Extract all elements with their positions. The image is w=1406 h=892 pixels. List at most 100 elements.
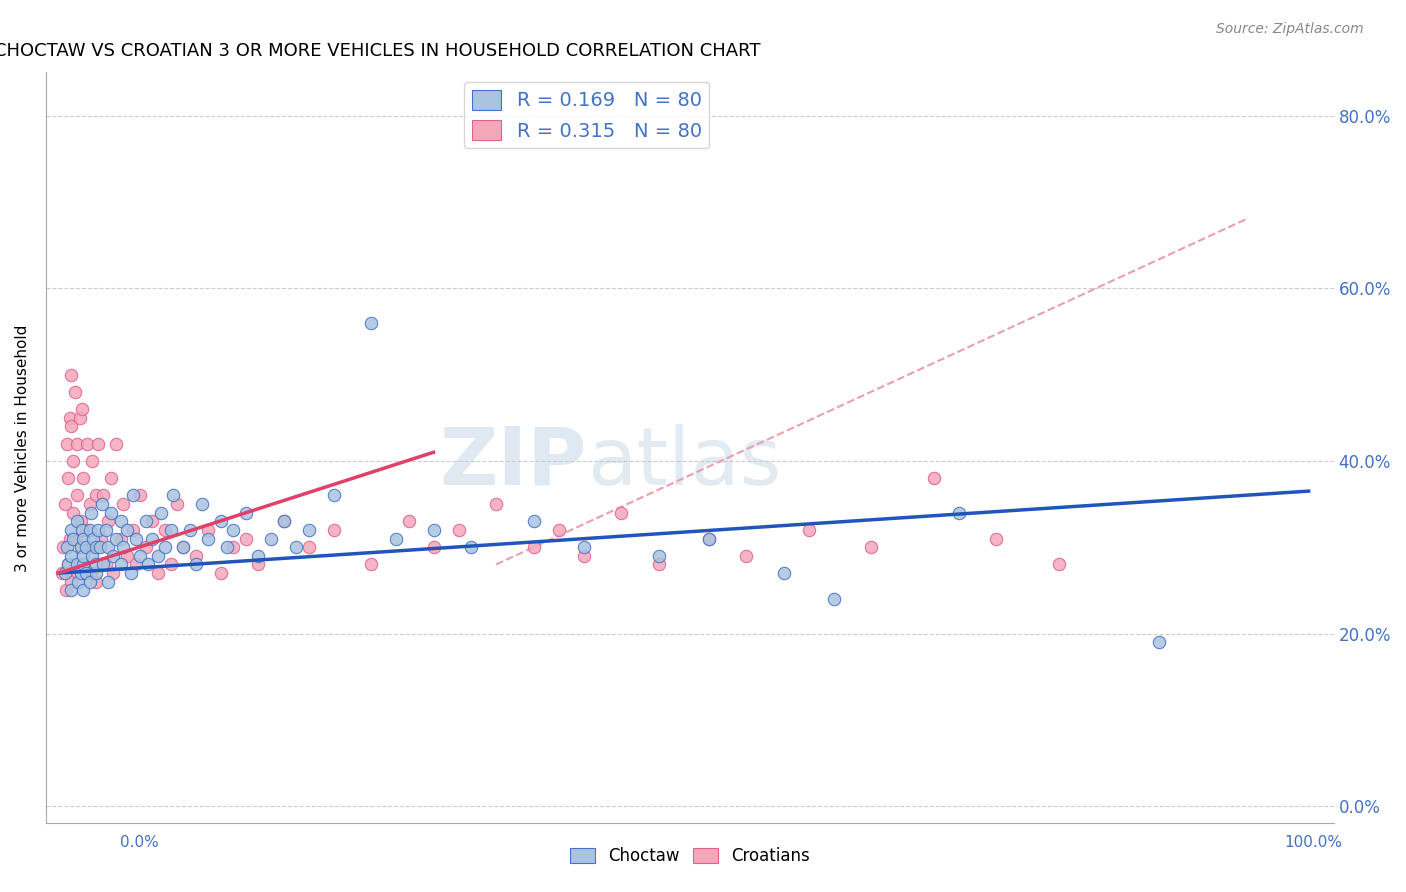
Point bbox=[148, 549, 170, 563]
Point bbox=[110, 532, 132, 546]
Point bbox=[89, 540, 111, 554]
Point bbox=[59, 368, 82, 382]
Point bbox=[72, 558, 94, 572]
Point bbox=[772, 566, 794, 581]
Point bbox=[184, 549, 207, 563]
Point bbox=[260, 532, 283, 546]
Point bbox=[209, 566, 232, 581]
Point bbox=[322, 523, 344, 537]
Point bbox=[59, 419, 82, 434]
Point bbox=[84, 558, 107, 572]
Point bbox=[93, 558, 115, 572]
Point bbox=[66, 514, 89, 528]
Point bbox=[70, 402, 93, 417]
Point bbox=[62, 506, 84, 520]
Point bbox=[52, 540, 75, 554]
Point bbox=[150, 506, 173, 520]
Point bbox=[647, 549, 669, 563]
Point bbox=[84, 488, 107, 502]
Point bbox=[53, 497, 76, 511]
Point bbox=[72, 532, 94, 546]
Point bbox=[55, 583, 77, 598]
Point bbox=[135, 514, 157, 528]
Point bbox=[297, 523, 319, 537]
Point bbox=[91, 497, 114, 511]
Point bbox=[82, 454, 104, 468]
Point bbox=[984, 532, 1007, 546]
Point bbox=[70, 540, 93, 554]
Point bbox=[125, 558, 148, 572]
Point bbox=[112, 497, 135, 511]
Point bbox=[360, 316, 382, 330]
Point bbox=[122, 488, 145, 502]
Point bbox=[70, 514, 93, 528]
Point bbox=[56, 436, 79, 450]
Point bbox=[360, 558, 382, 572]
Point bbox=[115, 549, 138, 563]
Point bbox=[51, 566, 73, 581]
Point bbox=[422, 523, 444, 537]
Point bbox=[247, 558, 270, 572]
Point bbox=[141, 532, 163, 546]
Point bbox=[69, 410, 91, 425]
Point bbox=[823, 592, 845, 607]
Point bbox=[115, 523, 138, 537]
Point bbox=[97, 574, 120, 589]
Point bbox=[72, 549, 94, 563]
Text: CHOCTAW VS CROATIAN 3 OR MORE VEHICLES IN HOUSEHOLD CORRELATION CHART: CHOCTAW VS CROATIAN 3 OR MORE VEHICLES I… bbox=[0, 42, 761, 60]
Point bbox=[297, 540, 319, 554]
Point bbox=[179, 523, 201, 537]
Point bbox=[153, 540, 176, 554]
Point bbox=[59, 523, 82, 537]
Point bbox=[247, 549, 270, 563]
Point bbox=[80, 566, 103, 581]
Point bbox=[67, 574, 90, 589]
Point bbox=[79, 497, 101, 511]
Point bbox=[100, 506, 122, 520]
Text: 100.0%: 100.0% bbox=[1285, 836, 1343, 850]
Point bbox=[173, 540, 195, 554]
Point bbox=[70, 523, 93, 537]
Point bbox=[79, 574, 101, 589]
Point bbox=[75, 566, 97, 581]
Point bbox=[90, 532, 112, 546]
Point bbox=[58, 558, 80, 572]
Point bbox=[235, 532, 257, 546]
Point bbox=[75, 523, 97, 537]
Point bbox=[97, 514, 120, 528]
Point bbox=[922, 471, 945, 485]
Point bbox=[56, 540, 79, 554]
Point bbox=[93, 488, 115, 502]
Point bbox=[647, 558, 669, 572]
Point bbox=[398, 514, 420, 528]
Point bbox=[66, 488, 89, 502]
Point bbox=[66, 558, 89, 572]
Point bbox=[110, 514, 132, 528]
Point bbox=[485, 497, 508, 511]
Point bbox=[70, 566, 93, 581]
Point bbox=[103, 549, 125, 563]
Point bbox=[572, 549, 595, 563]
Point bbox=[610, 506, 633, 520]
Point bbox=[184, 558, 207, 572]
Point bbox=[75, 540, 97, 554]
Point bbox=[53, 566, 76, 581]
Point bbox=[97, 540, 120, 554]
Point bbox=[191, 497, 214, 511]
Point bbox=[160, 523, 183, 537]
Point bbox=[148, 566, 170, 581]
Point bbox=[385, 532, 408, 546]
Point bbox=[173, 540, 195, 554]
Point bbox=[82, 540, 104, 554]
Point bbox=[103, 566, 125, 581]
Point bbox=[59, 410, 82, 425]
Point bbox=[735, 549, 758, 563]
Point bbox=[84, 540, 107, 554]
Point bbox=[141, 514, 163, 528]
Point bbox=[59, 549, 82, 563]
Point bbox=[135, 540, 157, 554]
Point bbox=[522, 514, 544, 528]
Point bbox=[138, 558, 160, 572]
Point bbox=[209, 514, 232, 528]
Point bbox=[547, 523, 569, 537]
